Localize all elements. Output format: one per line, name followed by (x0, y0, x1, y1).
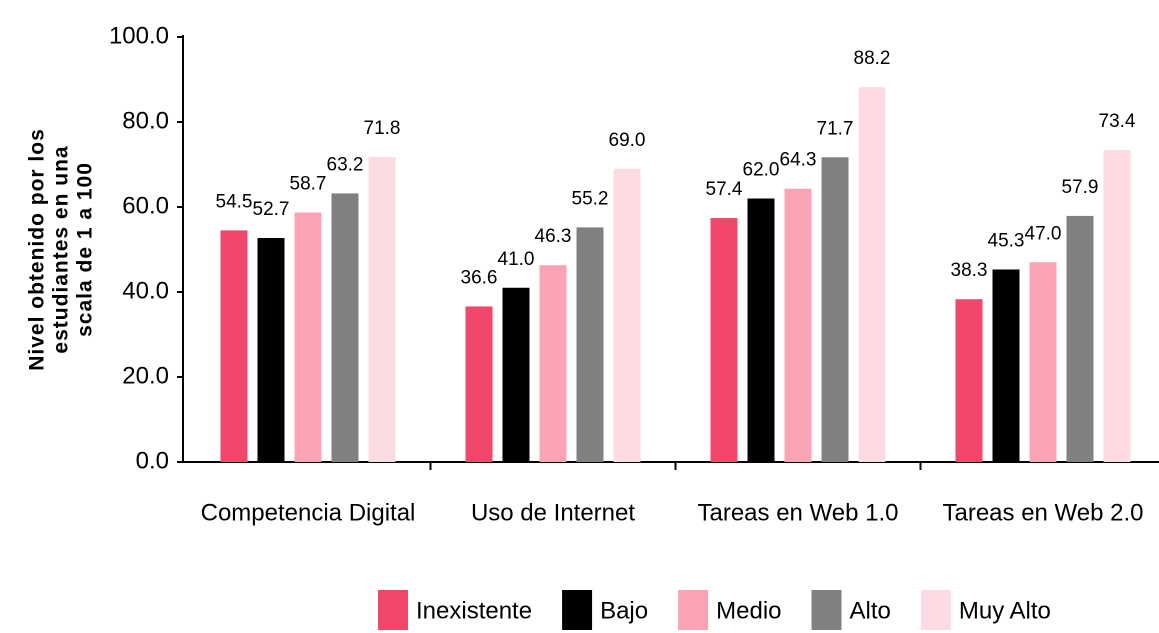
y-tick-label: 0.0 (136, 447, 169, 474)
legend-swatch (811, 590, 842, 630)
legend-label: Medio (716, 597, 781, 624)
bar (1029, 262, 1057, 462)
value-label: 46.3 (535, 226, 572, 247)
value-label: 62.0 (743, 160, 780, 181)
y-tick-label: 40.0 (122, 277, 169, 304)
value-label: 57.4 (706, 179, 743, 200)
legend-swatch (378, 590, 408, 630)
y-tick-label: 20.0 (122, 362, 169, 389)
value-label: 45.3 (988, 230, 1025, 251)
legend-label: Alto (850, 597, 891, 624)
bar (710, 218, 738, 462)
value-label: 57.9 (1062, 177, 1099, 198)
value-label: 71.7 (817, 118, 854, 139)
value-label: 36.6 (461, 267, 498, 288)
y-axis-label-line: scala de 1 a 100 (74, 162, 97, 337)
y-tick-label: 80.0 (122, 107, 169, 134)
legend-swatch (678, 590, 709, 630)
bar (576, 227, 604, 462)
value-label: 88.2 (854, 48, 891, 69)
bar (1103, 150, 1131, 463)
bar (955, 299, 983, 462)
value-label: 38.3 (951, 260, 988, 281)
legend-label: Muy Alto (959, 597, 1051, 624)
x-tick-label: Uso de Internet (471, 499, 635, 526)
value-label: 69.0 (609, 130, 646, 151)
y-tick-label: 100.0 (109, 22, 169, 49)
bar (539, 265, 567, 462)
value-label: 58.7 (290, 174, 327, 195)
bar (784, 188, 812, 462)
legend-label: Inexistente (416, 597, 532, 624)
value-label: 73.4 (1099, 111, 1136, 132)
bar (465, 306, 493, 462)
value-label: 54.5 (216, 191, 253, 212)
value-label: 47.0 (1025, 223, 1062, 244)
legend-swatch (562, 590, 593, 630)
value-label: 63.2 (327, 154, 364, 175)
x-tick-label: Tareas en Web 2.0 (942, 499, 1143, 526)
value-label: 52.7 (253, 199, 290, 220)
legend-label: Bajo (600, 597, 648, 624)
y-axis-label-line: estudiantes en una (50, 145, 73, 353)
bar (992, 269, 1020, 462)
bar (368, 156, 396, 462)
bar (257, 238, 285, 462)
bar (331, 193, 359, 462)
y-tick-label: 60.0 (122, 192, 169, 219)
value-label: 55.2 (572, 188, 609, 209)
value-label: 64.3 (780, 150, 817, 171)
bar (1066, 215, 1094, 462)
bar (502, 287, 530, 462)
y-axis-label: Nivel obtenido por los estudiantes en una… (26, 128, 97, 371)
x-tick-label: Competencia Digital (201, 499, 416, 526)
y-axis-label-line: Nivel obtenido por los (26, 128, 49, 371)
bar (613, 168, 641, 462)
bar (821, 157, 849, 462)
legend-swatch (920, 590, 951, 630)
bar (294, 212, 322, 462)
value-label: 71.8 (364, 118, 401, 139)
x-tick-label: Tareas en Web 1.0 (697, 499, 898, 526)
bar (858, 87, 886, 463)
bar (220, 230, 248, 462)
value-label: 41.0 (498, 249, 535, 270)
bar (747, 198, 775, 462)
